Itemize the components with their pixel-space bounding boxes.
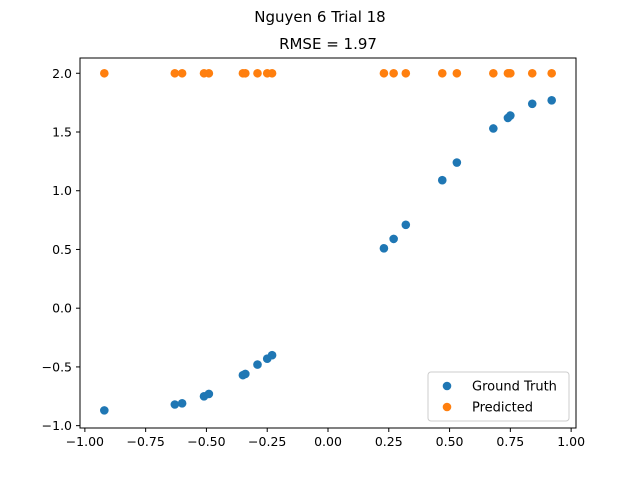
x-tick-label: −0.50 bbox=[187, 434, 225, 449]
legend-marker-predicted bbox=[442, 402, 452, 412]
predicted-point bbox=[379, 68, 389, 78]
y-axis: −1.0 −0.5 0.0 0.5 1.0 1.5 2.0 bbox=[42, 66, 80, 433]
legend-box bbox=[427, 371, 570, 422]
predicted-point bbox=[547, 68, 556, 78]
predicted-point bbox=[506, 68, 515, 78]
y-tick-label: −0.5 bbox=[42, 359, 72, 374]
ground-truth-point bbox=[100, 406, 109, 415]
ground-truth-point bbox=[267, 350, 277, 360]
ground-truth-point bbox=[170, 400, 180, 409]
predicted-point bbox=[204, 68, 214, 78]
y-tick-label: −1.0 bbox=[42, 418, 72, 433]
ground-truth-point bbox=[489, 124, 498, 133]
legend: Ground Truth Predicted bbox=[427, 371, 570, 422]
ground-truth-point bbox=[389, 234, 398, 244]
ground-truth-point bbox=[401, 220, 411, 230]
y-tick-label: 1.5 bbox=[52, 125, 72, 140]
x-tick-label: 0.00 bbox=[314, 434, 342, 449]
predicted-point bbox=[253, 68, 262, 78]
ground-truth-point bbox=[506, 111, 515, 120]
chart-suptitle: Nguyen 6 Trial 18 bbox=[254, 8, 385, 26]
predicted-point bbox=[177, 68, 187, 78]
x-tick-label: 0.50 bbox=[436, 434, 464, 449]
x-tick-label: −0.75 bbox=[126, 434, 164, 449]
predicted-point bbox=[241, 68, 250, 78]
predicted-point bbox=[527, 68, 537, 78]
x-tick-label: −1.00 bbox=[66, 434, 104, 449]
x-tick-label: −0.25 bbox=[248, 434, 286, 449]
legend-label-predicted: Predicted bbox=[472, 401, 533, 416]
predicted-point bbox=[489, 68, 498, 78]
chart-title: RMSE = 1.97 bbox=[279, 35, 377, 53]
predicted-point bbox=[437, 68, 447, 78]
ground-truth-point bbox=[379, 243, 389, 253]
x-tick-label: 0.25 bbox=[375, 434, 403, 449]
predicted-point bbox=[100, 68, 109, 78]
predicted-point bbox=[170, 68, 180, 78]
ground-truth-point bbox=[527, 99, 537, 109]
ground-truth-point bbox=[547, 95, 556, 105]
ground-truth-point bbox=[177, 399, 187, 408]
x-axis: −1.00 −0.75 −0.50 −0.25 0.00 0.25 0.50 0.75 1.00 bbox=[66, 428, 585, 449]
legend-marker-ground-truth bbox=[442, 381, 452, 391]
ground-truth-point bbox=[437, 175, 447, 185]
data-points bbox=[100, 68, 556, 415]
ground-truth-point bbox=[452, 158, 462, 167]
y-tick-label: 1.0 bbox=[52, 183, 72, 198]
y-tick-label: 0.5 bbox=[52, 242, 72, 257]
x-tick-label: 1.00 bbox=[557, 434, 585, 449]
predicted-point bbox=[452, 68, 462, 78]
ground-truth-point bbox=[253, 360, 262, 369]
legend-label-ground-truth: Ground Truth bbox=[472, 380, 557, 395]
y-tick-label: 0.0 bbox=[52, 301, 72, 316]
predicted-point bbox=[267, 68, 277, 78]
ground-truth-point bbox=[204, 389, 214, 399]
ground-truth-point bbox=[241, 369, 250, 379]
y-tick-label: 2.0 bbox=[52, 66, 72, 81]
predicted-point bbox=[389, 68, 398, 78]
x-tick-label: 0.75 bbox=[496, 434, 524, 449]
predicted-point bbox=[401, 68, 411, 78]
